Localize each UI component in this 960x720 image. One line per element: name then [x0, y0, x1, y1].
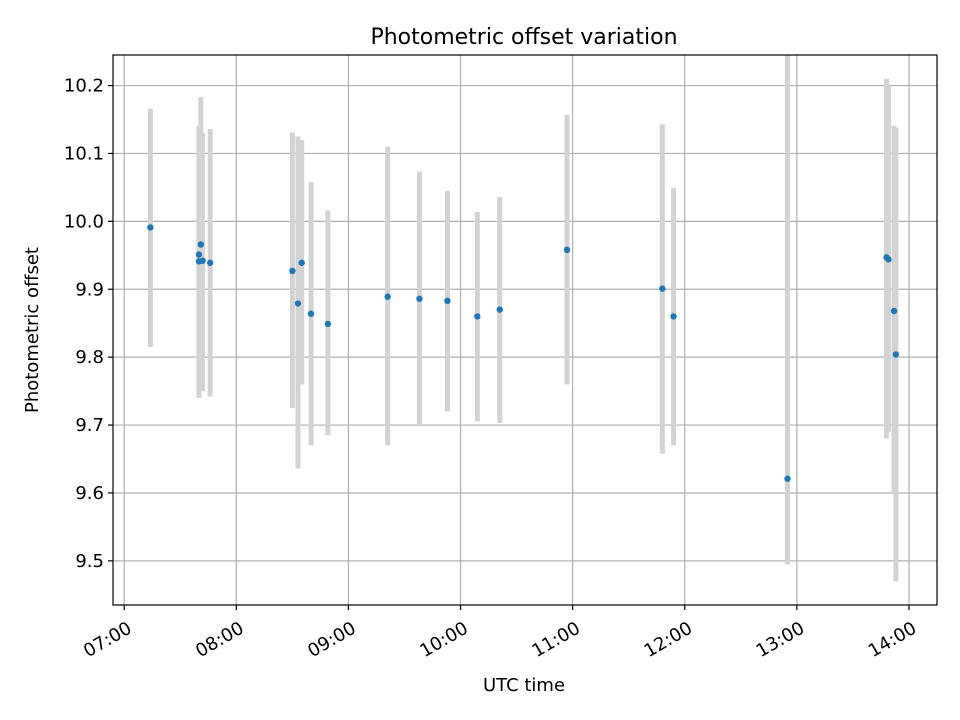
- data-point: [195, 251, 203, 258]
- y-tick-label: 10.0: [64, 211, 104, 232]
- x-tick-label: 13:00: [753, 618, 808, 662]
- y-tick-label: 10.2: [64, 76, 104, 97]
- data-point: [784, 475, 791, 482]
- data-point: [892, 351, 900, 358]
- data-point: [659, 285, 666, 292]
- x-axis-ticks: 07:00 08:00 09:00 10:00 11:00 12:00 13:00 14:00: [80, 605, 920, 662]
- x-tick-label: 11:00: [528, 618, 583, 662]
- data-point: [298, 259, 305, 266]
- y-axis-label: Photometric offset: [22, 247, 43, 413]
- x-tick-label: 08:00: [192, 618, 247, 662]
- data-point: [890, 307, 898, 315]
- y-tick-label: 9.9: [75, 279, 104, 300]
- chart-title: Photometric offset variation: [370, 25, 677, 50]
- data-point: [324, 320, 332, 328]
- data-points: [147, 224, 900, 482]
- data-point: [206, 259, 214, 266]
- data-point: [197, 241, 205, 248]
- y-axis-ticks: 9.5 9.6 9.7 9.8 9.9 10.0 10.1 10.2: [64, 76, 113, 572]
- data-point: [474, 313, 481, 320]
- grid: [113, 55, 937, 605]
- data-point: [199, 257, 206, 264]
- data-point: [289, 267, 296, 275]
- data-point: [416, 295, 423, 302]
- data-point: [885, 256, 892, 263]
- x-tick-label: 14:00: [865, 618, 920, 662]
- y-tick-label: 9.7: [75, 415, 104, 436]
- plot-frame: [112, 54, 938, 606]
- data-point: [384, 293, 391, 300]
- x-tick-label: 12:00: [641, 618, 696, 662]
- data-point: [307, 310, 315, 317]
- x-tick-label: 09:00: [304, 618, 359, 662]
- x-axis-label: UTC time: [483, 675, 565, 696]
- y-tick-label: 9.6: [75, 483, 104, 504]
- x-tick-label: 07:00: [80, 618, 135, 662]
- data-point: [147, 224, 154, 231]
- x-tick-label: 10:00: [416, 618, 471, 662]
- data-point: [294, 300, 302, 307]
- data-point: [563, 246, 571, 254]
- y-tick-label: 9.5: [75, 551, 104, 572]
- y-tick-label: 10.1: [64, 143, 104, 164]
- data-point: [670, 313, 677, 320]
- error-bars: [147, 55, 899, 582]
- data-point: [444, 297, 451, 305]
- y-tick-label: 9.8: [75, 347, 104, 368]
- data-point: [496, 306, 503, 313]
